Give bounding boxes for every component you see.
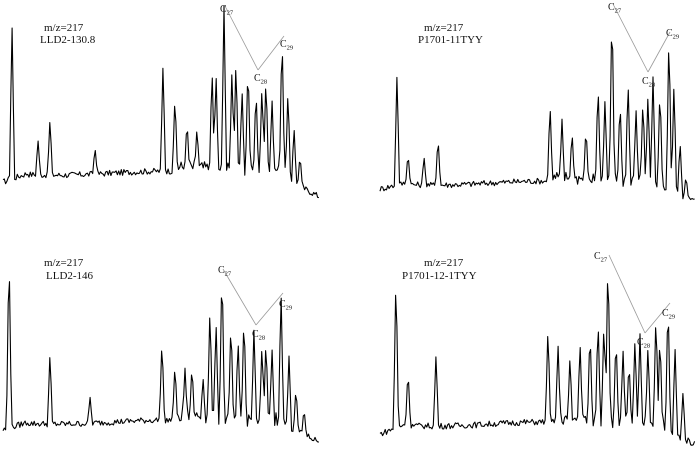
chromatogram-plot-2: C27 C28 C29	[379, 2, 695, 201]
peak-label-c28: C28	[252, 329, 265, 342]
sample-label: P1701-11TYY	[418, 34, 483, 46]
chromatogram-plot-3: C27 C28 C29	[2, 265, 320, 443]
mz-label: m/z=217	[44, 22, 84, 34]
peak-label-c29: C29	[666, 28, 679, 41]
chromatogram-panel-1: C27 C28 C29 m/z=217 LLD2-130.8	[0, 0, 350, 225]
chromatogram-trace	[2, 281, 320, 443]
chromatogram-plot-1: C27 C28 C29	[2, 4, 320, 199]
c28-c29-connector	[644, 302, 671, 334]
c27-c28-connector	[608, 254, 646, 334]
c28-c29-connector	[257, 35, 285, 71]
chromatogram-trace	[2, 5, 320, 199]
peak-label-c27: C27	[218, 265, 232, 278]
chromatogram-panel-3: C27 C28 C29 m/z=217 LLD2-146	[0, 225, 350, 450]
mz-label: m/z=217	[424, 22, 464, 34]
peak-label-c27: C27	[594, 251, 608, 264]
chromatogram-trace	[379, 41, 695, 201]
c28-c29-connector	[647, 31, 671, 73]
c27-c28-connector	[222, 268, 257, 326]
sample-label: P1701-12-1TYY	[402, 270, 477, 282]
c27-c28-connector	[224, 5, 259, 71]
peak-label-c28: C28	[642, 76, 655, 89]
mz-label: m/z=217	[424, 257, 464, 269]
peak-label-c27: C27	[220, 4, 234, 17]
chromatogram-plot-4: C27 C28 C29	[379, 251, 696, 446]
c28-c29-connector	[255, 292, 284, 326]
chromatogram-panel-2: C27 C28 C29 m/z=217 P1701-11TYY	[350, 0, 700, 225]
peak-label-c29: C29	[280, 39, 293, 52]
sample-label: LLD2-146	[46, 270, 94, 282]
peak-label-c29: C29	[662, 308, 675, 321]
peak-label-c29: C29	[279, 299, 292, 312]
chromatogram-trace	[379, 283, 696, 446]
peak-label-c28: C28	[254, 73, 267, 86]
chromatogram-panel-4: C27 C28 C29 m/z=217 P1701-12-1TYY	[350, 225, 700, 450]
peak-label-c28: C28	[637, 337, 650, 350]
peak-label-c27: C27	[608, 2, 622, 15]
c27-c28-connector	[612, 3, 649, 73]
sample-label: LLD2-130.8	[40, 34, 96, 46]
mz-label: m/z=217	[44, 257, 84, 269]
